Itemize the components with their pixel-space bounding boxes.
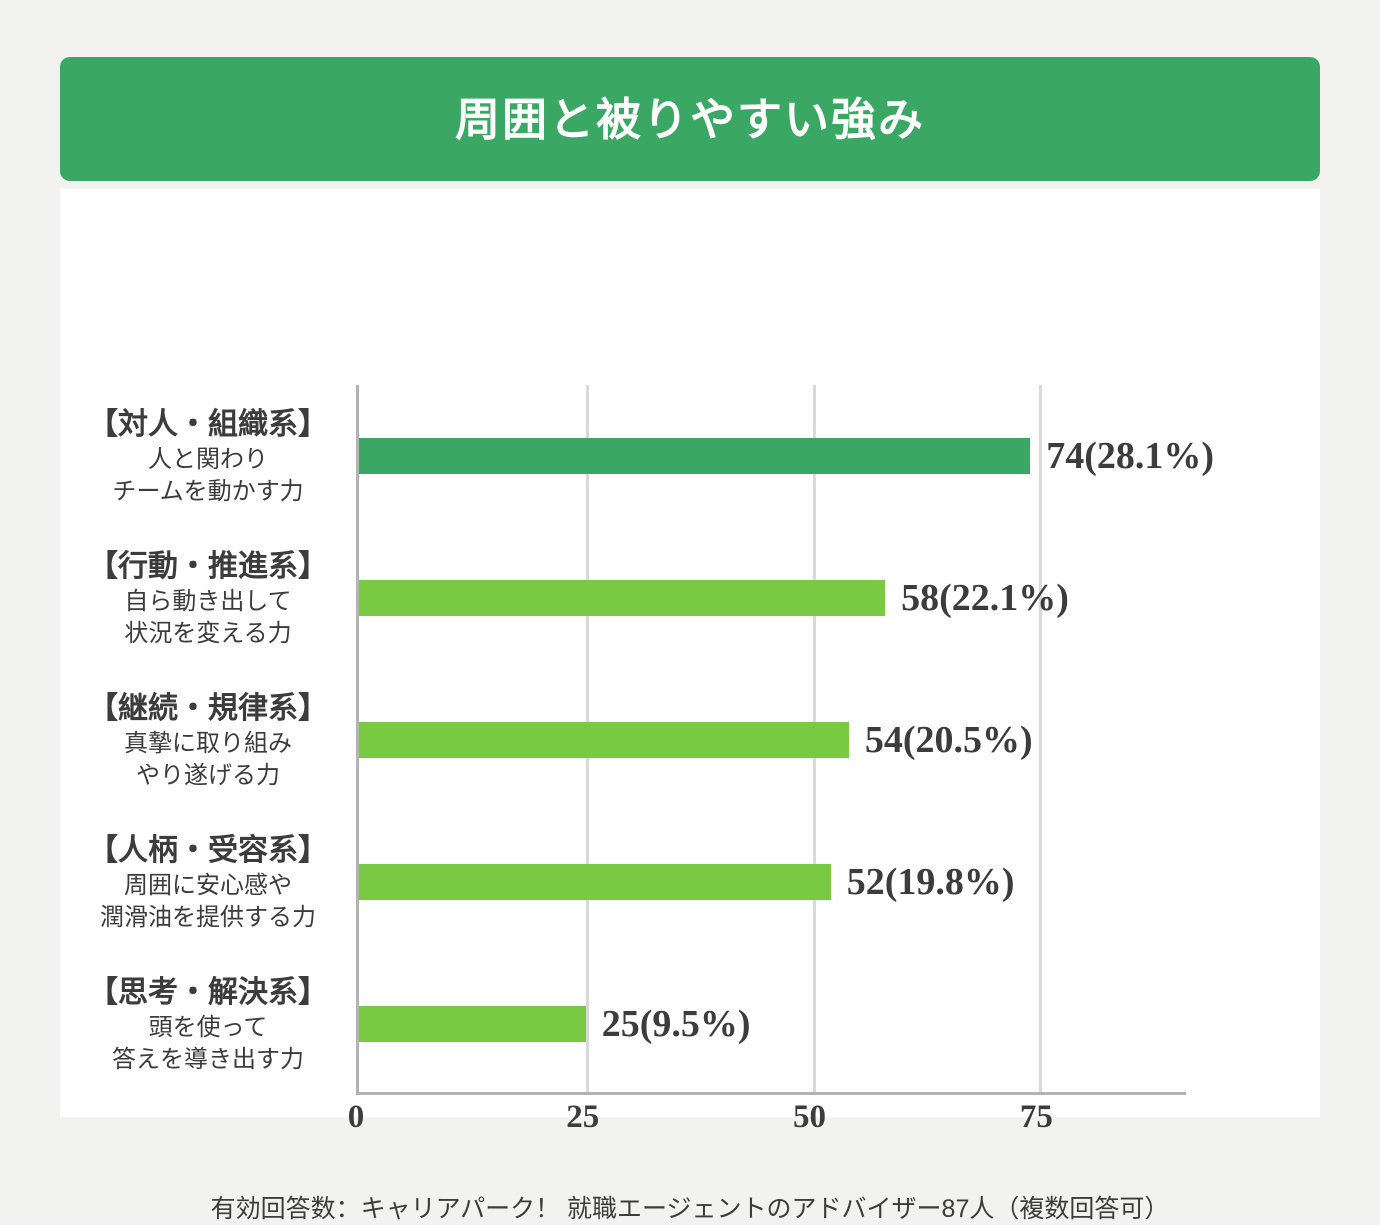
card-header: 周囲と被りやすい強み: [60, 57, 1320, 181]
category-label: 【人柄・受容系】周囲に安心感や 潤滑油を提供する力: [88, 831, 328, 932]
bar-value-label: 74(28.1%): [1046, 435, 1215, 477]
bar-value-label: 58(22.1%): [901, 577, 1069, 619]
category-title: 【対人・組織系】: [88, 408, 328, 442]
category-subtitle-2: 潤滑油を提供する力: [100, 903, 316, 931]
category-label: 【行動・推進系】自ら動き出して 状況を変える力: [88, 547, 328, 648]
y-axis-label: 【継続・規律系】真摯に取り組み やり遂げる力: [60, 669, 356, 811]
bar-value-label: 54(20.5%): [864, 719, 1033, 761]
bar-chart: 【対人・組織系】人と関わりチームを動かす力【行動・推進系】自ら動き出して 状況を変…: [60, 189, 1320, 1223]
chart-footnote: 有効回答数：キャリアパーク！ 就職エージェントのアドバイザー87人（複数回答可）: [210, 1195, 1170, 1223]
bar: [359, 1006, 586, 1042]
y-axis-label: 【対人・組織系】人と関わりチームを動かす力: [60, 385, 356, 527]
category-label: 【思考・解決系】頭を使って答えを導き出す力: [88, 973, 328, 1074]
bar: [359, 580, 886, 616]
category-subtitle-1: 人と関わり: [148, 446, 268, 474]
category-label: 【継続・規律系】真摯に取り組み やり遂げる力: [88, 689, 328, 790]
bar: [359, 722, 849, 758]
category-subtitle-2: 状況を変える力: [124, 619, 292, 647]
gridline-75: [1039, 385, 1043, 1092]
bar-value-label: 52(19.8%): [846, 861, 1015, 903]
category-subtitle-1: 周囲に安心感や: [124, 872, 292, 900]
category-title: 【行動・推進系】: [88, 550, 328, 584]
category-subtitle-2: やり遂げる力: [136, 761, 280, 789]
bar-row: 52(19.8%): [359, 811, 1186, 953]
y-axis-label: 【思考・解決系】頭を使って答えを導き出す力: [60, 953, 356, 1095]
bar: [359, 864, 831, 900]
chart-card: 周囲と被りやすい強み 【対人・組織系】人と関わりチームを動かす力【行動・推進系】…: [60, 57, 1320, 1223]
bar: [359, 438, 1031, 474]
x-axis-tick-label: 75: [1019, 1099, 1053, 1135]
x-axis-ticks: 0 25 50 75: [348, 1099, 1186, 1149]
y-axis-label: 【行動・推進系】自ら動き出して 状況を変える力: [60, 527, 356, 669]
y-axis-label: 【人柄・受容系】周囲に安心感や 潤滑油を提供する力: [60, 811, 356, 953]
bar-rows: 74(28.1%) 58(22.1%) 54(20.5%) 52(19.8%) 25(9…: [359, 385, 1214, 1095]
x-axis-tick-label: 50: [793, 1099, 827, 1135]
page-title: 周囲と被りやすい強み: [454, 93, 925, 145]
category-title: 【思考・解決系】: [88, 976, 328, 1010]
category-title: 【継続・規律系】: [88, 692, 328, 726]
category-subtitle-2: 答えを導き出す力: [112, 1045, 304, 1073]
x-axis-tick-label: 0: [347, 1099, 365, 1135]
bar-row: 25(9.5%): [359, 953, 1186, 1095]
category-subtitle-1: 真摯に取り組み: [124, 730, 292, 758]
plot-area: 74(28.1%) 58(22.1%) 54(20.5%) 52(19.8%) 25(9…: [356, 385, 1214, 1095]
category-label: 【対人・組織系】人と関わりチームを動かす力: [88, 405, 328, 506]
category-title: 【人柄・受容系】: [88, 834, 328, 868]
bar-row: 74(28.1%): [359, 385, 1214, 527]
category-subtitle-2: チームを動かす力: [112, 477, 304, 505]
category-subtitle-1: 自ら動き出して: [124, 588, 292, 616]
bar-row: 58(22.1%): [359, 527, 1186, 669]
bar-value-label: 25(9.5%): [601, 1003, 751, 1045]
category-subtitle-1: 頭を使って: [148, 1014, 268, 1042]
bar-row: 54(20.5%): [359, 669, 1186, 811]
x-axis-tick-label: 25: [566, 1099, 600, 1135]
card-body: 【対人・組織系】人と関わりチームを動かす力【行動・推進系】自ら動き出して 状況を変…: [60, 189, 1320, 1223]
